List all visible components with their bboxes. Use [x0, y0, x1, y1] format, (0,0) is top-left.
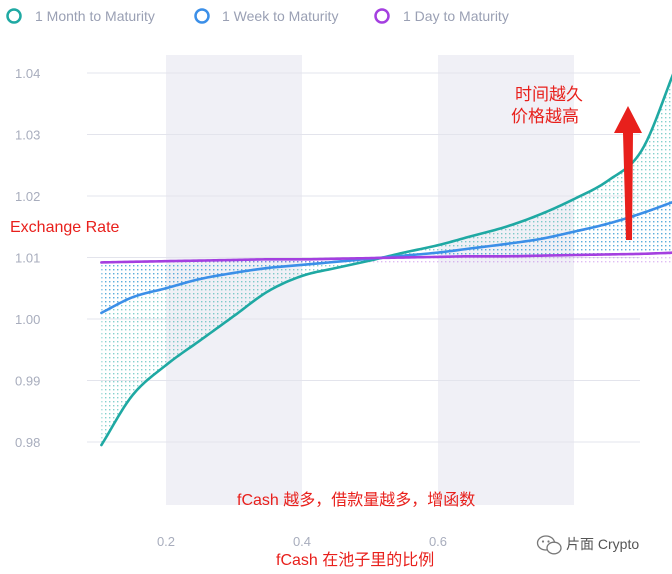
legend-label-1-month: 1 Month to Maturity — [35, 8, 155, 24]
watermark: 片面 Crypto — [536, 535, 639, 555]
exchange-rate-label: Exchange Rate — [10, 219, 120, 236]
x-axis-ticks: 0.2 0.4 0.6 — [157, 534, 447, 549]
line-1-day — [100, 251, 672, 264]
y-tick-1.03: 1.03 — [15, 128, 40, 143]
legend-marker-1-week — [194, 8, 210, 24]
red-up-arrow — [614, 106, 642, 240]
x-axis-label: fCash 在池子里的比例 — [276, 551, 434, 569]
wechat-icon — [536, 535, 562, 555]
legend-item-1-month[interactable]: 1 Month to Maturity — [6, 8, 155, 24]
watermark-text: 片面 Crypto — [566, 536, 639, 552]
x-tick-0.2: 0.2 — [157, 534, 175, 549]
y-tick-0.99: 0.99 — [15, 374, 40, 389]
legend-item-1-week[interactable]: 1 Week to Maturity — [194, 8, 339, 24]
y-axis-ticks: 1.04 1.03 1.02 1.01 1.00 0.99 0.98 — [15, 66, 40, 450]
annotation-top-right-line2: 价格越高 — [511, 107, 579, 126]
y-tick-1.04: 1.04 — [15, 66, 40, 81]
annotation-top-right-line1: 时间越久 — [515, 85, 583, 104]
series-lines — [100, 73, 672, 447]
legend: 1 Month to Maturity 1 Week to Maturity 1… — [6, 8, 509, 24]
shaded-band-2 — [438, 55, 574, 505]
x-tick-0.4: 0.4 — [293, 534, 311, 549]
legend-label-1-week: 1 Week to Maturity — [222, 8, 338, 24]
x-tick-0.6: 0.6 — [429, 534, 447, 549]
y-tick-0.98: 0.98 — [15, 435, 40, 450]
legend-marker-1-month — [6, 8, 22, 24]
y-tick-1.02: 1.02 — [15, 189, 40, 204]
annotation-bottom: fCash 越多，借款量越多，增函数 — [237, 491, 475, 509]
y-tick-1.01: 1.01 — [15, 251, 40, 266]
legend-item-1-day[interactable]: 1 Day to Maturity — [374, 8, 509, 24]
legend-marker-1-day — [374, 8, 390, 24]
legend-label-1-day: 1 Day to Maturity — [403, 8, 509, 24]
y-tick-1.00: 1.00 — [15, 312, 40, 327]
